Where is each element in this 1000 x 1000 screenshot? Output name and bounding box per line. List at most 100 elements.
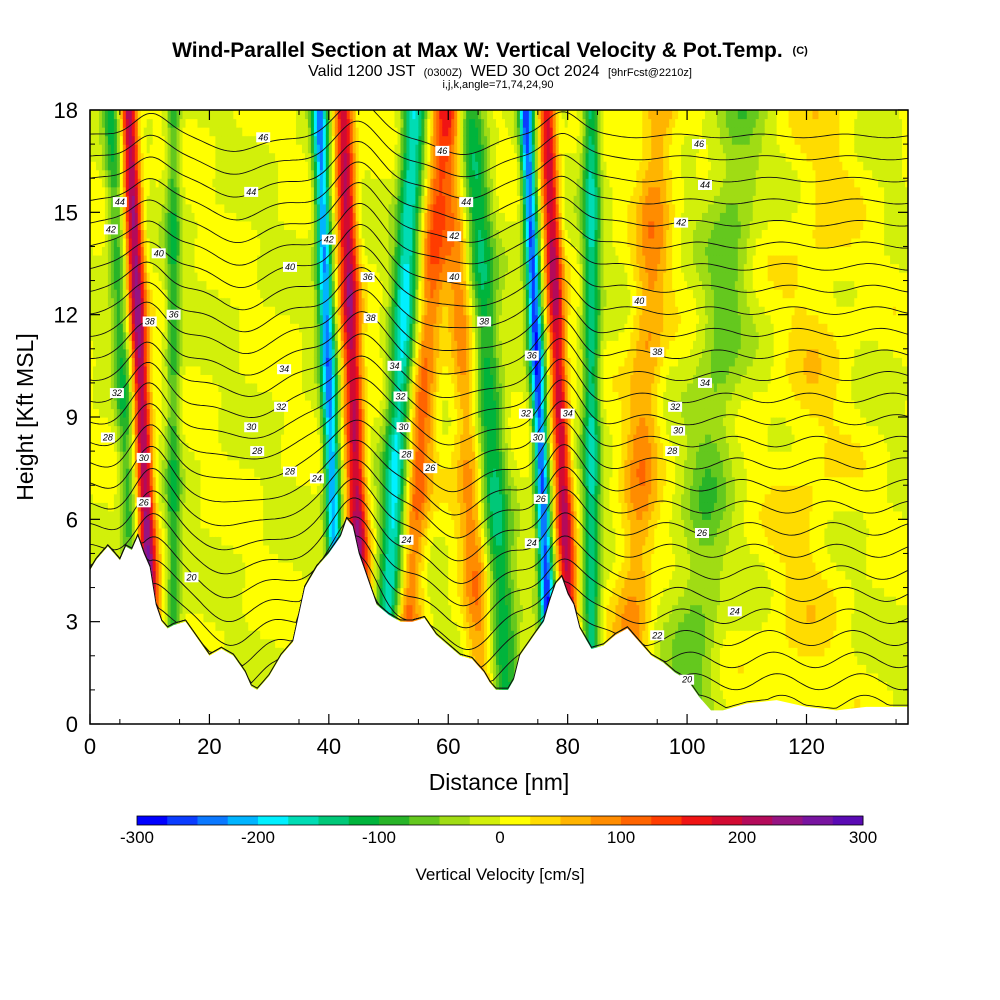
velocity-cell [167,289,172,299]
velocity-cell [90,203,94,213]
velocity-cell [104,135,109,145]
velocity-cell [137,306,142,316]
velocity-cell [191,502,196,512]
velocity-cell [182,527,187,537]
velocity-cell [107,127,112,137]
velocity-cell [116,459,121,469]
velocity-cell [197,382,202,393]
velocity-cell [128,434,133,444]
velocity-cell [203,596,208,606]
velocity-cell [173,391,178,401]
velocity-cell [98,382,103,393]
velocity-cell [107,365,112,375]
velocity-cell [143,246,148,256]
velocity-cell [209,220,214,230]
velocity-cell [206,229,211,239]
velocity-cell [161,408,166,418]
velocity-cell [122,280,127,290]
velocity-cell [104,127,109,137]
velocity-cell [167,579,172,589]
velocity-cell [170,570,175,580]
velocity-cell [131,451,136,461]
velocity-cell [95,203,100,213]
velocity-cell [122,110,127,120]
velocity-cell [95,553,100,563]
velocity-cell [176,246,181,256]
velocity-cell [161,144,166,154]
velocity-cell [92,510,97,520]
velocity-cell [134,425,139,435]
velocity-cell [158,161,163,171]
velocity-cell [176,570,181,580]
velocity-cell [137,459,142,469]
velocity-cell [107,417,112,427]
velocity-cell [155,178,160,188]
velocity-cell [149,417,154,427]
velocity-cell [197,587,202,597]
velocity-cell [161,510,166,520]
velocity-cell [158,203,163,213]
velocity-cell [134,468,139,478]
velocity-cell [155,272,160,282]
velocity-cell [149,331,154,341]
velocity-cell [90,169,94,179]
velocity-cell [161,229,166,239]
velocity-cell [155,468,160,478]
velocity-cell [164,152,169,162]
velocity-cell [161,485,166,495]
velocity-cell [140,289,145,299]
velocity-cell [191,434,196,444]
velocity-cell [182,289,187,299]
velocity-cell [92,468,97,478]
velocity-cell [152,536,157,546]
velocity-cell [128,237,133,248]
velocity-cell [155,212,160,222]
velocity-cell [182,127,187,137]
velocity-cell [170,502,175,512]
velocity-cell [122,468,127,478]
velocity-cell [104,468,109,478]
velocity-cell [182,280,187,290]
velocity-cell [164,365,169,375]
velocity-cell [122,399,127,410]
velocity-cell [122,220,127,230]
velocity-cell [90,237,94,248]
velocity-cell [200,144,205,154]
velocity-cell [125,408,130,418]
velocity-cell [200,468,205,478]
velocity-cell [137,314,142,324]
velocity-cell [173,374,178,384]
velocity-cell [134,144,139,154]
velocity-cell [134,110,139,120]
velocity-cell [92,212,97,222]
velocity-cell [176,289,181,299]
velocity-cell [158,544,163,555]
velocity-cell [173,118,178,128]
velocity-cell [134,195,139,205]
velocity-cell [182,493,187,503]
velocity-cell [119,451,124,461]
velocity-cell [146,536,151,546]
velocity-cell [191,579,196,589]
velocity-cell [191,237,196,248]
velocity-cell [212,561,216,572]
velocity-cell [206,152,211,162]
velocity-cell [116,118,121,128]
velocity-cell [125,519,130,529]
velocity-cell [191,169,196,179]
velocity-cell [146,544,151,555]
velocity-cell [101,348,106,358]
velocity-cell [110,144,115,154]
velocity-cell [146,118,151,128]
velocity-cell [158,314,163,324]
velocity-cell [90,357,94,367]
velocity-cell [182,519,187,529]
velocity-cell [98,254,103,265]
velocity-cell [203,229,208,239]
velocity-cell [113,186,118,196]
velocity-cell [134,263,139,273]
velocity-cell [206,323,211,333]
velocity-cell [185,357,190,367]
velocity-cell [95,169,100,179]
velocity-cell [152,254,157,265]
